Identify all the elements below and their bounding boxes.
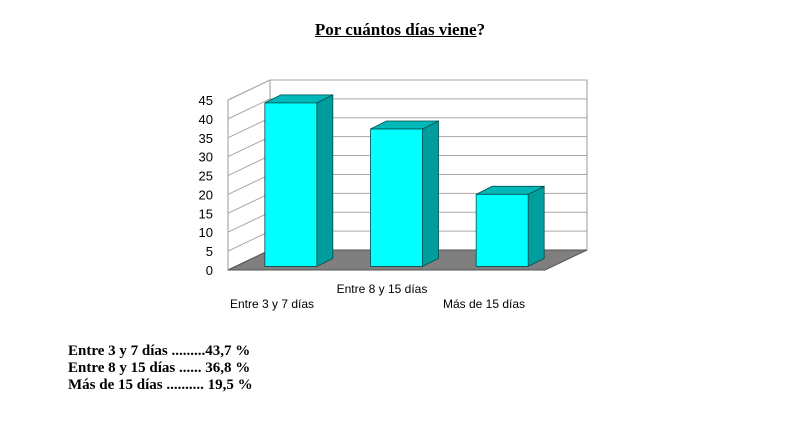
y-tick-label: 45 bbox=[199, 93, 213, 108]
y-tick-label: 25 bbox=[199, 169, 213, 184]
bar-side bbox=[422, 120, 439, 268]
y-tick-label: 30 bbox=[199, 150, 213, 165]
x-tick-label: Entre 8 y 15 días bbox=[337, 282, 428, 296]
y-tick-label: 5 bbox=[206, 244, 213, 259]
bar-front bbox=[264, 102, 318, 267]
y-tick-label: 0 bbox=[206, 263, 213, 278]
chart-title: Por cuántos días viene? bbox=[0, 20, 800, 40]
bar-front bbox=[370, 128, 423, 267]
bar-side bbox=[527, 185, 545, 268]
gridline bbox=[227, 79, 587, 101]
y-tick-label: 40 bbox=[199, 112, 213, 127]
chart-title-suffix: ? bbox=[476, 20, 486, 39]
bar bbox=[475, 185, 545, 268]
summary-list: Entre 3 y 7 días .........43,7 % Entre 8… bbox=[68, 343, 253, 394]
bar-side bbox=[316, 94, 334, 268]
y-tick-label: 10 bbox=[199, 225, 213, 240]
x-axis-labels: Entre 3 y 7 días Entre 8 y 15 días Más de … bbox=[230, 282, 525, 311]
bar bbox=[370, 120, 439, 268]
x-tick-label: Más de 15 días bbox=[443, 297, 525, 311]
bar bbox=[264, 94, 334, 268]
chart-title-main: Por cuántos días viene bbox=[314, 20, 477, 39]
x-tick-label: Entre 3 y 7 días bbox=[230, 297, 314, 311]
gridline bbox=[227, 98, 587, 120]
summary-line-2: Entre 8 y 15 días ...... 36,8 % bbox=[68, 360, 251, 376]
y-tick-label: 35 bbox=[199, 131, 213, 146]
chart-bars bbox=[264, 94, 545, 268]
bar-front bbox=[475, 193, 529, 267]
y-tick-label: 15 bbox=[199, 206, 213, 221]
summary-line-1: Entre 3 y 7 días .........43,7 % bbox=[68, 343, 251, 359]
y-tick-label: 20 bbox=[199, 187, 213, 202]
y-axis-ticks: 0 5 10 15 20 25 30 35 40 45 bbox=[199, 93, 213, 278]
summary-line-3: Más de 15 días .......... 19,5 % bbox=[68, 377, 253, 393]
